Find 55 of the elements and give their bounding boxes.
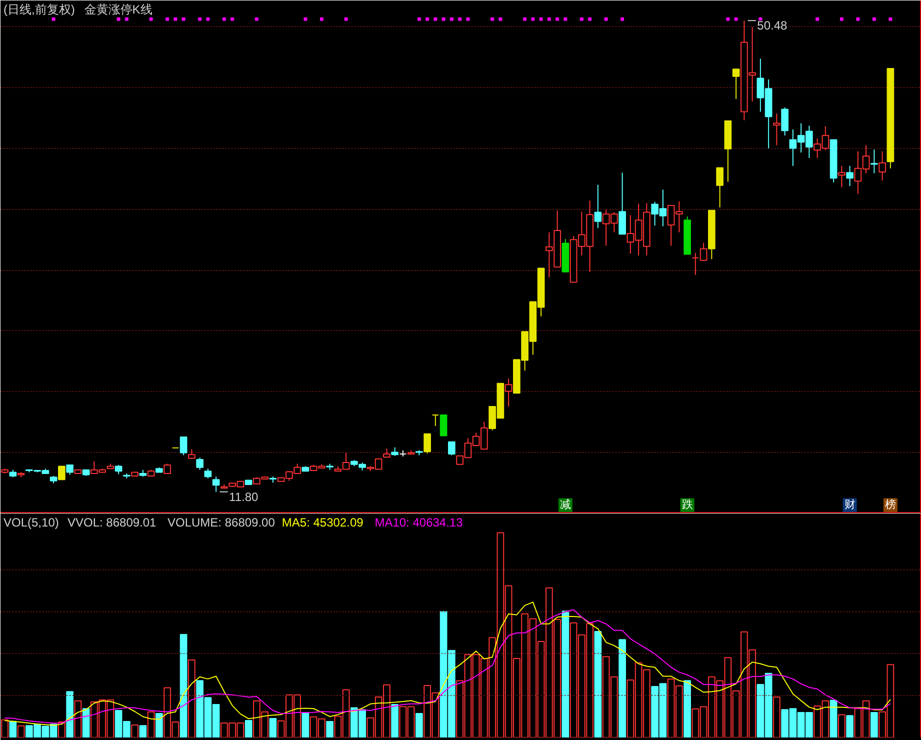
bar (562, 610, 570, 738)
bar (830, 700, 838, 738)
candlestick (432, 414, 440, 427)
chart-title: VOL(5,10) (4, 516, 59, 530)
data-label: 榜 (884, 498, 896, 512)
candlestick (838, 165, 846, 188)
candlestick (114, 464, 122, 475)
candlestick (732, 68, 740, 100)
bar (684, 680, 691, 738)
candlestick (781, 106, 788, 136)
bar (82, 708, 90, 738)
candlestick (618, 172, 626, 235)
annotation: 11.80 (229, 490, 259, 504)
candlestick (188, 448, 196, 460)
text: MA10: 40634.13 (374, 516, 464, 530)
candlestick (594, 184, 602, 229)
candlestick (180, 436, 188, 456)
bar (9, 720, 17, 738)
bar (139, 725, 147, 738)
bar (594, 630, 602, 738)
bar (269, 718, 277, 738)
text: VOLUME: 86809.00 (168, 516, 276, 530)
candlestick (870, 148, 878, 174)
candlestick (846, 165, 854, 187)
candlestick (204, 468, 212, 479)
candlestick (773, 113, 780, 146)
annotation: 50.48 (757, 18, 788, 33)
data-label: 减 (560, 498, 571, 512)
bar (156, 713, 163, 738)
candlestick (448, 441, 456, 456)
bar (326, 721, 334, 738)
data-label: 跌 (682, 499, 693, 512)
candlestick (424, 433, 431, 454)
candlestick (66, 464, 74, 476)
candlestick (504, 378, 512, 408)
bar (180, 634, 188, 738)
candlestick (878, 150, 886, 182)
candlestick (716, 167, 724, 208)
data-label: 财 (844, 498, 856, 512)
candlestick (196, 457, 204, 470)
chart-title: (日线,前复权) (4, 2, 75, 16)
bar (416, 713, 423, 738)
bar (870, 712, 878, 738)
candlestick (212, 476, 220, 492)
bar (66, 691, 74, 738)
bar (244, 720, 252, 738)
text: VVOL: 86809.01 (68, 516, 157, 530)
bar (618, 639, 626, 738)
chart-subtitle: 金黄涨停K线 (84, 2, 152, 16)
candlestick (440, 414, 448, 436)
bar (846, 715, 854, 738)
bar (391, 704, 398, 738)
candlestick (58, 466, 66, 480)
text: MA5: 45302.09 (282, 516, 364, 530)
bar (302, 712, 310, 738)
